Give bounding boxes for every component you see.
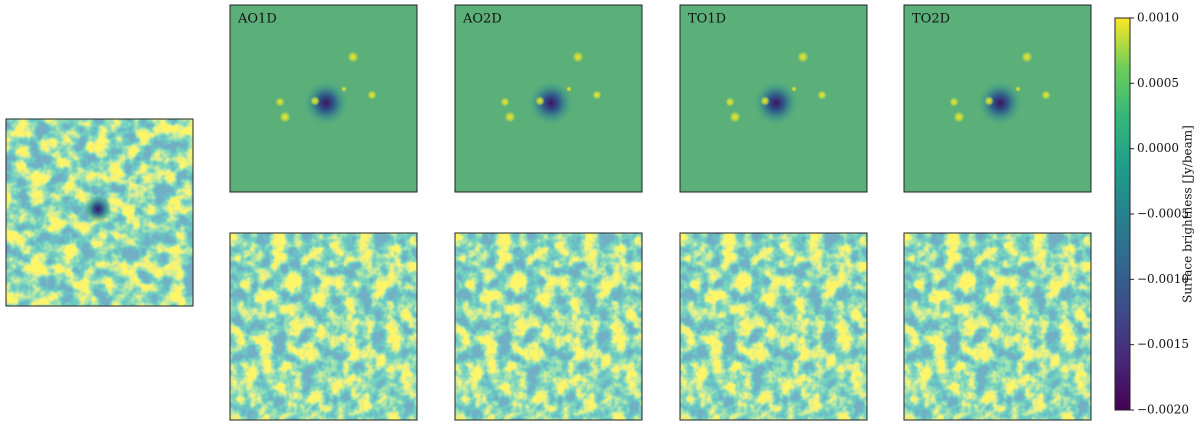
tick-label: 0.0005 [1137,76,1179,90]
panel-title: AO1D [237,12,277,27]
colorbar-axis: 0.0010 0.0005 0.0000 −0.0005 −0.0010 −0.0015 −… [1130,11,1189,417]
residual-panel [903,232,1092,421]
tick-label: −0.0020 [1137,403,1189,417]
model-panel: TO2D [903,4,1092,193]
tick-label: −0.0015 [1137,337,1189,351]
tick-label: 0.0010 [1137,11,1179,25]
residual-panel [229,232,418,421]
residual-panel [454,232,643,421]
tick-label: 0.0000 [1137,141,1179,155]
panel-title: TO1D [688,12,726,27]
panel-title: TO2D [912,12,950,27]
tick-label: −0.0005 [1137,207,1189,221]
residual-panel [679,232,868,421]
model-panel: TO1D [679,4,868,193]
model-panel: AO2D [454,4,643,193]
panel-title: AO2D [462,12,502,27]
colorbar-label: Surface brightness [Jy/beam] [1181,125,1195,303]
model-panel: AO1D [229,4,418,193]
colorbar [1114,17,1131,411]
data-image [5,118,194,307]
tick-label: −0.0010 [1137,272,1189,286]
